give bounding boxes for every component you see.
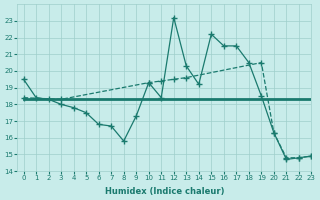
X-axis label: Humidex (Indice chaleur): Humidex (Indice chaleur)	[105, 187, 224, 196]
